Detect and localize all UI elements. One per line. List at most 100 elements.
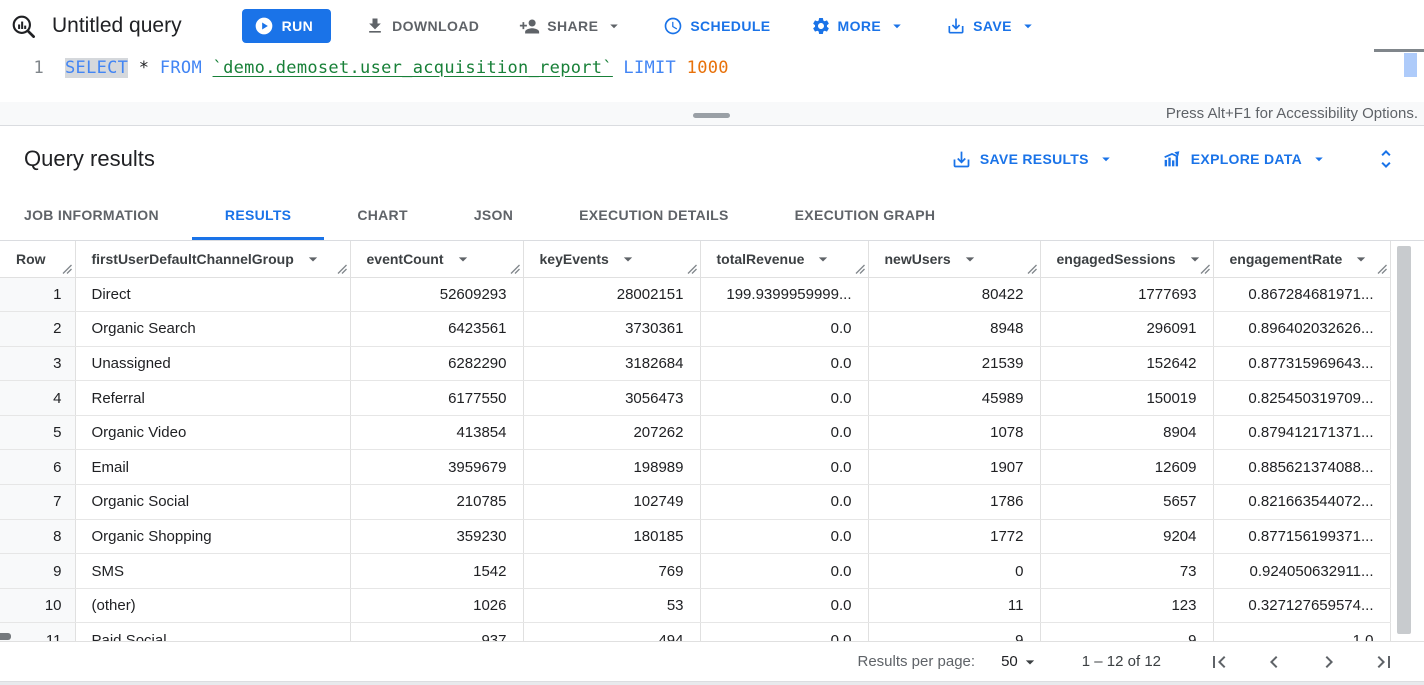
- table-vertical-scrollbar[interactable]: [1397, 246, 1411, 634]
- chevron-right-icon: [1325, 655, 1333, 668]
- sort-caret-icon[interactable]: [1185, 249, 1205, 269]
- save-results-button[interactable]: SAVE RESULTS: [951, 149, 1115, 170]
- data-cell: 53: [523, 588, 701, 624]
- column-header-engagedSessions[interactable]: engagedSessions: [1040, 241, 1214, 278]
- sql-code-line[interactable]: SELECT * FROM `demo.demoset.user_acquisi…: [65, 58, 729, 78]
- column-resize-handle[interactable]: [337, 264, 347, 274]
- data-cell: 0.0: [700, 484, 869, 520]
- tab-results[interactable]: RESULTS: [191, 192, 325, 240]
- column-header-totalRevenue[interactable]: totalRevenue: [700, 241, 869, 278]
- data-cell: 3056473: [523, 380, 701, 416]
- chevron-down-icon: [1315, 157, 1323, 162]
- tab-chart[interactable]: CHART: [357, 207, 408, 223]
- clock-icon: [664, 17, 682, 35]
- data-cell: 0.0: [700, 380, 869, 416]
- sort-caret-icon[interactable]: [618, 249, 638, 269]
- editor-status-strip: Press Alt+F1 for Accessibility Options.: [0, 102, 1424, 126]
- data-cell: 1026: [350, 588, 524, 624]
- column-header-keyEvents[interactable]: keyEvents: [523, 241, 701, 278]
- sort-caret-icon[interactable]: [960, 249, 980, 269]
- column-resize-handle[interactable]: [1027, 264, 1037, 274]
- data-cell: 0.0: [700, 519, 869, 555]
- row-number-cell: 11: [0, 622, 76, 641]
- schedule-button[interactable]: SCHEDULE: [663, 16, 770, 36]
- data-cell: 1542: [350, 553, 524, 589]
- table-row: 2 Organic Search 6423561 3730361 0.0 8948 2960…: [0, 311, 1391, 347]
- sql-keyword-limit: LIMIT: [623, 58, 677, 78]
- data-cell: Organic Social: [75, 484, 351, 520]
- column-resize-handle[interactable]: [1200, 264, 1210, 274]
- results-table: Row firstUserDefaultChannelGroup eventCoun…: [0, 241, 1391, 641]
- column-resize-handle[interactable]: [62, 264, 72, 274]
- sql-keyword-from: FROM: [159, 58, 202, 78]
- data-cell: 0.0: [700, 415, 869, 451]
- save-icon: [948, 18, 964, 34]
- play-icon: [255, 17, 272, 35]
- column-resize-handle[interactable]: [1377, 264, 1387, 274]
- data-cell: 1777693: [1040, 277, 1214, 313]
- data-cell: 0.0: [700, 622, 869, 641]
- data-cell: 0.821663544072...: [1213, 484, 1391, 520]
- unfold-more-icon: [1381, 150, 1391, 168]
- sql-limit-value: 1000: [686, 58, 729, 78]
- data-cell: SMS: [75, 553, 351, 589]
- data-cell: 0: [868, 553, 1041, 589]
- download-button[interactable]: DOWNLOAD: [365, 16, 479, 36]
- page-size-select[interactable]: 50: [1001, 652, 1040, 672]
- run-button[interactable]: RUN: [241, 9, 332, 43]
- sort-caret-icon[interactable]: [1351, 249, 1371, 269]
- table-horizontal-scrollbar[interactable]: [0, 633, 11, 640]
- next-page-button[interactable]: [1317, 650, 1341, 674]
- editor-vertical-scrollbar[interactable]: [1404, 53, 1417, 77]
- data-cell: 102749: [523, 484, 701, 520]
- column-header-firstUserDefaultChannelGroup[interactable]: firstUserDefaultChannelGroup: [75, 241, 351, 278]
- chevron-down-icon: [1024, 24, 1032, 29]
- tab-execution-details[interactable]: EXECUTION DETAILS: [579, 207, 729, 223]
- pane-resize-handle[interactable]: [693, 113, 730, 118]
- data-cell: 11: [868, 588, 1041, 624]
- explore-data-chart-icon: [1164, 151, 1180, 167]
- sql-editor[interactable]: 1 SELECT * FROM `demo.demoset.user_acqui…: [0, 49, 1424, 102]
- tab-json[interactable]: JSON: [473, 207, 514, 223]
- column-header-eventCount[interactable]: eventCount: [350, 241, 524, 278]
- data-cell: 937: [350, 622, 524, 641]
- previous-page-button[interactable]: [1262, 650, 1286, 674]
- window-bottom-scrollbar-strip: [0, 681, 1424, 685]
- data-cell: 769: [523, 553, 701, 589]
- sort-caret-icon[interactable]: [453, 249, 473, 269]
- data-cell: 45989: [868, 380, 1041, 416]
- data-cell: 0.0: [700, 588, 869, 624]
- sort-caret-icon[interactable]: [813, 249, 833, 269]
- more-button[interactable]: MORE: [811, 16, 907, 36]
- first-page-button[interactable]: [1207, 650, 1231, 674]
- column-header-engagementRate[interactable]: engagementRate: [1213, 241, 1391, 278]
- table-row: 1 Direct 52609293 28002151 199.9399959999...…: [0, 277, 1391, 313]
- data-cell: 494: [523, 622, 701, 641]
- column-resize-handle[interactable]: [687, 264, 697, 274]
- data-cell: 8904: [1040, 415, 1214, 451]
- column-resize-handle[interactable]: [510, 264, 520, 274]
- expand-results-button[interactable]: [1374, 147, 1398, 171]
- row-number-cell: 3: [0, 346, 76, 382]
- row-number-cell: 7: [0, 484, 76, 520]
- table-row: 11 Paid Social 937 494 0.0 9 9 1.0: [0, 622, 1391, 641]
- share-button[interactable]: SHARE: [519, 16, 623, 37]
- tab-job-information[interactable]: JOB INFORMATION: [24, 207, 159, 223]
- table-row: 5 Organic Video 413854 207262 0.0 1078 8904 0.8…: [0, 415, 1391, 451]
- column-header-newUsers[interactable]: newUsers: [868, 241, 1041, 278]
- chevron-down-icon: [893, 24, 901, 29]
- explore-data-button[interactable]: EXPLORE DATA: [1161, 148, 1328, 170]
- save-button[interactable]: SAVE: [946, 16, 1037, 36]
- column-header-Row[interactable]: Row: [0, 241, 76, 278]
- sort-caret-icon[interactable]: [303, 249, 323, 269]
- sql-table-reference[interactable]: `demo.demoset.user_acquisition_report`: [212, 58, 613, 78]
- query-title: Untitled query: [52, 14, 182, 37]
- tab-execution-graph[interactable]: EXECUTION GRAPH: [794, 207, 936, 223]
- column-resize-handle[interactable]: [855, 264, 865, 274]
- data-cell: 413854: [350, 415, 524, 451]
- row-number-cell: 5: [0, 415, 76, 451]
- row-number-cell: 9: [0, 553, 76, 589]
- data-cell: 198989: [523, 449, 701, 486]
- table-row: 6 Email 3959679 198989 0.0 1907 12609 0.8856213…: [0, 449, 1391, 486]
- last-page-button[interactable]: [1372, 650, 1396, 674]
